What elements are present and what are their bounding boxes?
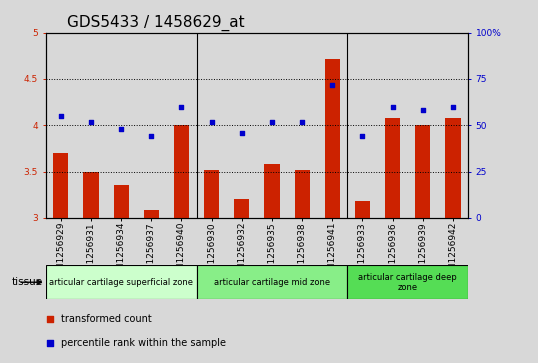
Point xyxy=(328,82,337,87)
Text: percentile rank within the sample: percentile rank within the sample xyxy=(60,338,225,348)
Bar xyxy=(378,33,408,218)
Bar xyxy=(76,33,106,218)
Point xyxy=(56,113,65,119)
Bar xyxy=(385,118,400,218)
Point xyxy=(147,134,155,139)
Bar xyxy=(355,201,370,218)
Bar xyxy=(166,33,196,218)
Text: articular cartilage superficial zone: articular cartilage superficial zone xyxy=(49,278,193,287)
Bar xyxy=(196,265,348,299)
Bar xyxy=(295,170,310,218)
Point xyxy=(207,119,216,125)
Point xyxy=(298,119,307,125)
Bar xyxy=(144,211,159,218)
Bar xyxy=(226,33,257,218)
Point xyxy=(291,30,300,36)
Bar xyxy=(174,125,189,218)
Bar xyxy=(438,33,468,218)
Bar xyxy=(257,33,287,218)
Point xyxy=(449,104,457,110)
Bar xyxy=(83,171,98,218)
Bar xyxy=(204,170,219,218)
Text: articular cartilage deep
zone: articular cartilage deep zone xyxy=(358,273,457,292)
Point xyxy=(388,104,397,110)
Text: tissue: tissue xyxy=(12,277,43,287)
Bar xyxy=(106,33,136,218)
Point xyxy=(117,126,125,132)
Point xyxy=(268,119,277,125)
Bar xyxy=(234,199,249,218)
Bar xyxy=(325,58,340,218)
Bar xyxy=(265,164,280,218)
Bar xyxy=(348,265,468,299)
Bar xyxy=(46,33,76,218)
Text: articular cartilage mid zone: articular cartilage mid zone xyxy=(214,278,330,287)
Bar xyxy=(196,33,226,218)
Point xyxy=(358,134,367,139)
Bar xyxy=(415,125,430,218)
Point xyxy=(237,130,246,135)
Bar xyxy=(287,33,317,218)
Bar xyxy=(46,265,196,299)
Bar xyxy=(408,33,438,218)
Bar xyxy=(445,118,461,218)
Point xyxy=(291,248,300,254)
Point xyxy=(177,104,186,110)
Bar xyxy=(348,33,378,218)
Point xyxy=(87,119,95,125)
Text: transformed count: transformed count xyxy=(60,314,151,325)
Text: GDS5433 / 1458629_at: GDS5433 / 1458629_at xyxy=(67,15,244,31)
Bar xyxy=(136,33,166,218)
Bar xyxy=(317,33,348,218)
Bar xyxy=(114,185,129,218)
Bar xyxy=(53,153,68,218)
Point xyxy=(419,107,427,113)
